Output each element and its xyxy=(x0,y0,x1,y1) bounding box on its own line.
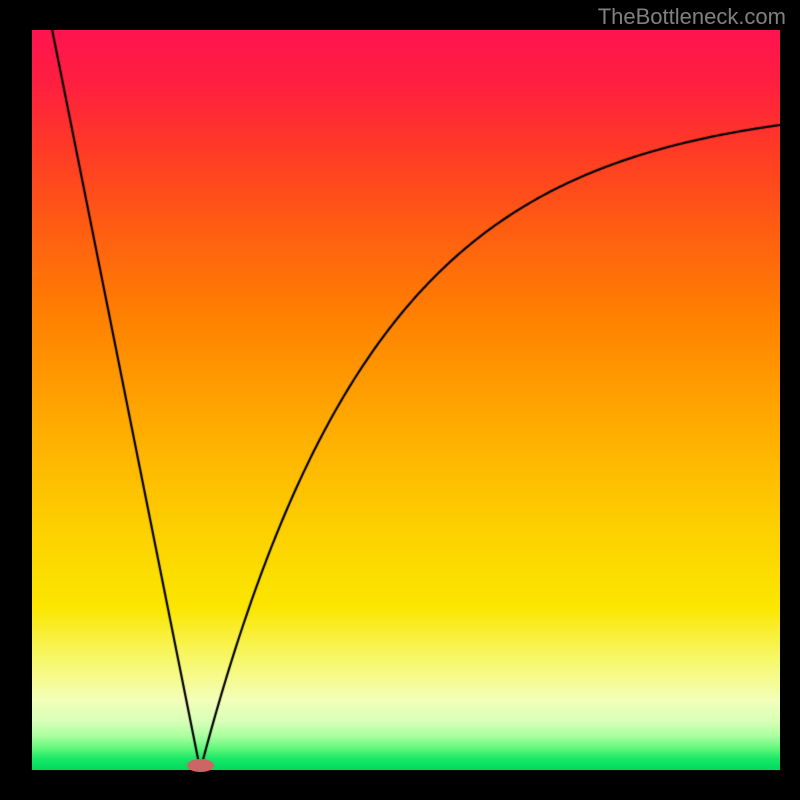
watermark-text: TheBottleneck.com xyxy=(598,4,786,30)
cusp-marker xyxy=(187,759,214,772)
plot-area xyxy=(32,30,780,770)
stage: TheBottleneck.com xyxy=(0,0,800,800)
chart-canvas xyxy=(32,30,780,770)
